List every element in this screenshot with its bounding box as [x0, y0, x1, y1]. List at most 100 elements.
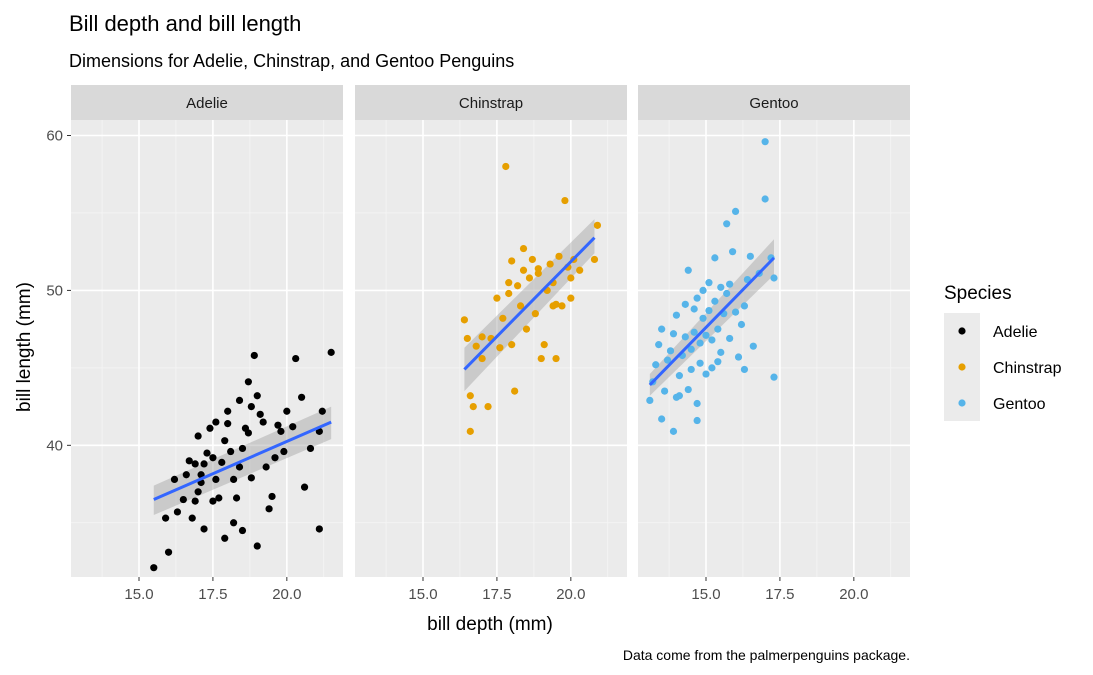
data-point — [460, 316, 468, 324]
data-point — [185, 457, 193, 465]
data-point — [522, 325, 531, 333]
x-tick-label: 15.0 — [691, 586, 720, 603]
x-tick-label: 20.0 — [839, 586, 868, 603]
data-point — [478, 333, 486, 341]
legend-item-gentoo: Gentoo — [944, 385, 1046, 421]
data-point — [696, 339, 704, 347]
data-point — [675, 372, 683, 380]
legend-item-label: Chinstrap — [993, 360, 1062, 377]
data-point — [271, 454, 279, 462]
data-point — [567, 274, 575, 282]
data-point — [516, 302, 525, 310]
data-point — [259, 418, 267, 426]
data-point — [150, 564, 158, 572]
data-point — [593, 221, 602, 229]
data-point — [250, 351, 258, 360]
data-point — [549, 302, 557, 310]
chart-title: Bill depth and bill length — [69, 11, 301, 36]
data-point — [590, 255, 599, 264]
x-tick-label: 20.0 — [272, 586, 301, 603]
trend-line — [153, 420, 332, 501]
data-point — [531, 310, 539, 318]
y-tick-label: 60 — [46, 127, 63, 144]
trend-line — [463, 236, 596, 371]
chart-subtitle: Dimensions for Adelie, Chinstrap, and Ge… — [69, 51, 514, 71]
data-point — [298, 393, 306, 401]
data-point — [277, 427, 285, 435]
data-point — [675, 392, 683, 400]
data-point — [247, 474, 255, 482]
data-point — [731, 207, 740, 215]
data-point — [200, 525, 208, 533]
data-point — [519, 244, 528, 253]
trend-line — [648, 256, 776, 386]
data-point — [221, 534, 229, 542]
panel-gentoo: Gentoo 15.0 17.5 20.0 — [638, 85, 910, 603]
panel-adelie: Adelie 15.0 17.5 20.0 — [71, 85, 343, 603]
data-point — [191, 497, 199, 505]
data-point — [693, 294, 701, 302]
data-point — [537, 354, 545, 363]
data-point — [734, 353, 743, 361]
data-point — [505, 289, 513, 298]
data-point — [655, 341, 663, 349]
data-point — [466, 392, 474, 400]
data-point — [274, 421, 282, 429]
data-point — [672, 311, 681, 319]
data-point — [699, 286, 707, 295]
data-point — [206, 424, 214, 432]
data-point — [702, 331, 710, 339]
data-point — [505, 279, 513, 287]
data-point — [238, 444, 247, 453]
data-point — [687, 365, 695, 374]
data-point — [684, 266, 692, 274]
data-point — [540, 341, 548, 349]
data-point — [761, 195, 769, 203]
data-point — [726, 280, 734, 288]
data-point — [289, 423, 297, 431]
legend-key-point — [958, 363, 966, 371]
data-point — [280, 447, 288, 456]
legend-item-label: Gentoo — [993, 396, 1046, 413]
data-point — [749, 342, 757, 350]
data-point — [702, 370, 710, 378]
data-point — [238, 526, 247, 535]
facet-label: Adelie — [186, 95, 228, 112]
data-point — [681, 300, 689, 308]
y-axis-ticks: 40 50 60 — [46, 127, 71, 454]
data-point — [740, 302, 749, 310]
data-point — [508, 257, 516, 265]
data-point — [232, 494, 241, 502]
data-point — [306, 444, 315, 453]
data-point — [194, 432, 202, 440]
data-point — [200, 460, 208, 468]
data-point — [770, 274, 778, 282]
x-tick-label: 17.5 — [765, 586, 794, 603]
x-tick-label: 15.0 — [124, 586, 153, 603]
facet-label: Chinstrap — [459, 95, 523, 112]
x-axis-label: bill depth (mm) — [427, 614, 553, 635]
data-point — [253, 542, 261, 550]
data-point — [711, 254, 719, 262]
data-point — [235, 396, 244, 404]
data-point — [684, 385, 692, 394]
data-point — [511, 387, 519, 395]
data-point — [687, 345, 695, 353]
data-point — [546, 260, 554, 268]
data-point — [484, 402, 492, 411]
panel-chinstrap: Chinstrap 15.0 17.5 20.0 — [355, 85, 627, 603]
data-point — [717, 348, 725, 356]
data-point — [726, 334, 734, 343]
data-point — [552, 354, 560, 363]
data-point — [499, 314, 507, 322]
data-point — [723, 289, 731, 298]
data-point — [262, 463, 270, 471]
data-point — [690, 305, 698, 313]
data-point — [466, 427, 474, 435]
data-point — [711, 297, 719, 305]
data-point — [253, 392, 261, 400]
data-point — [708, 336, 716, 344]
data-points — [150, 348, 335, 572]
data-point — [525, 274, 534, 282]
data-point — [714, 358, 722, 366]
